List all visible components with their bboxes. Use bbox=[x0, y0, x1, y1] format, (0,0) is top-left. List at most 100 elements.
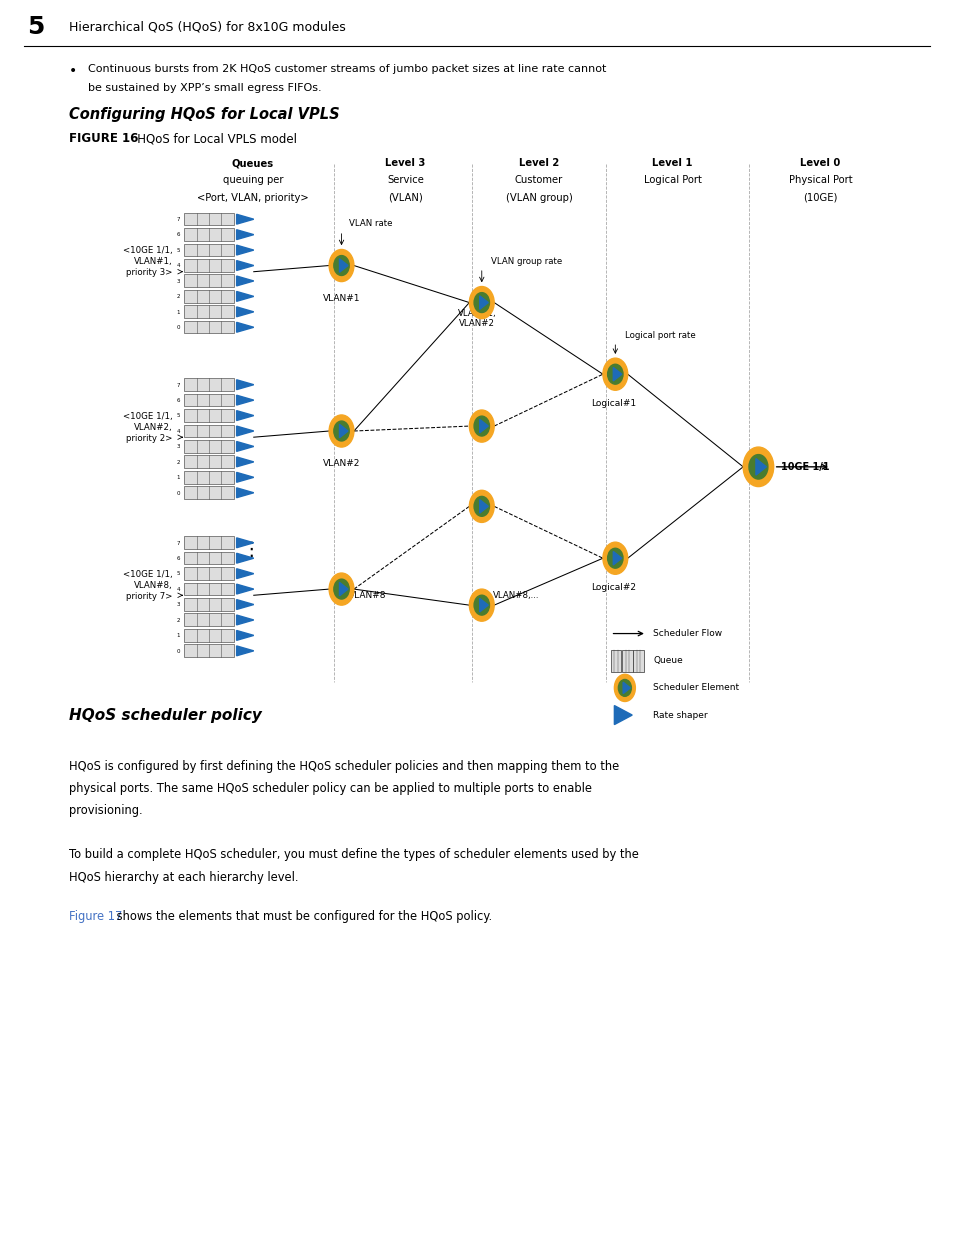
Bar bbox=[184, 394, 233, 406]
Text: 0: 0 bbox=[176, 490, 180, 495]
Text: 1: 1 bbox=[176, 310, 180, 315]
Polygon shape bbox=[236, 488, 253, 498]
Bar bbox=[184, 305, 233, 319]
Text: Logical#2: Logical#2 bbox=[590, 583, 636, 592]
Text: (VLAN): (VLAN) bbox=[388, 193, 422, 203]
Polygon shape bbox=[236, 322, 253, 332]
Polygon shape bbox=[236, 308, 253, 317]
Circle shape bbox=[329, 573, 354, 605]
Polygon shape bbox=[622, 682, 630, 694]
Text: •: • bbox=[69, 64, 77, 78]
Text: VLAN#1: VLAN#1 bbox=[322, 294, 360, 303]
Text: 2: 2 bbox=[176, 294, 180, 299]
Text: Scheduler Flow: Scheduler Flow bbox=[653, 629, 721, 638]
Bar bbox=[184, 456, 233, 468]
Polygon shape bbox=[613, 368, 621, 380]
Text: To build a complete HQoS scheduler, you must define the types of scheduler eleme: To build a complete HQoS scheduler, you … bbox=[69, 848, 638, 862]
Circle shape bbox=[334, 421, 349, 441]
Text: 3: 3 bbox=[176, 279, 180, 284]
Bar bbox=[184, 614, 233, 626]
Circle shape bbox=[334, 579, 349, 599]
Text: Level 2: Level 2 bbox=[518, 158, 558, 168]
Text: 6: 6 bbox=[176, 556, 180, 561]
Text: (VLAN group): (VLAN group) bbox=[505, 193, 572, 203]
Text: 4: 4 bbox=[176, 429, 180, 433]
Text: Level 1: Level 1 bbox=[652, 158, 692, 168]
Circle shape bbox=[742, 447, 773, 487]
Circle shape bbox=[607, 364, 622, 384]
Text: VLAN group rate: VLAN group rate bbox=[491, 257, 562, 266]
Bar bbox=[184, 645, 233, 657]
Polygon shape bbox=[236, 261, 253, 270]
Text: Configuring HQoS for Local VPLS: Configuring HQoS for Local VPLS bbox=[69, 107, 339, 122]
Polygon shape bbox=[236, 442, 253, 452]
Bar bbox=[621, 650, 632, 672]
Bar bbox=[184, 259, 233, 272]
Text: ⋮: ⋮ bbox=[241, 540, 260, 559]
Polygon shape bbox=[236, 457, 253, 467]
Text: 4: 4 bbox=[176, 587, 180, 592]
Polygon shape bbox=[339, 583, 348, 595]
Bar bbox=[184, 567, 233, 580]
Text: Logical Port: Logical Port bbox=[643, 175, 700, 185]
Circle shape bbox=[474, 293, 489, 312]
Bar bbox=[184, 274, 233, 288]
Polygon shape bbox=[236, 584, 253, 594]
Bar bbox=[184, 378, 233, 391]
Polygon shape bbox=[236, 473, 253, 483]
Text: 2: 2 bbox=[176, 618, 180, 622]
Bar bbox=[184, 440, 233, 453]
Text: <Port, VLAN, priority>: <Port, VLAN, priority> bbox=[196, 193, 309, 203]
Circle shape bbox=[614, 674, 635, 701]
Circle shape bbox=[607, 548, 622, 568]
Polygon shape bbox=[236, 599, 253, 610]
Circle shape bbox=[474, 595, 489, 615]
Circle shape bbox=[469, 490, 494, 522]
Polygon shape bbox=[339, 425, 348, 437]
Bar bbox=[184, 583, 233, 595]
Polygon shape bbox=[236, 615, 253, 625]
Polygon shape bbox=[236, 395, 253, 405]
Text: HQoS for Local VPLS model: HQoS for Local VPLS model bbox=[126, 132, 296, 146]
Bar bbox=[184, 598, 233, 611]
Polygon shape bbox=[236, 215, 253, 225]
Text: 2: 2 bbox=[176, 459, 180, 464]
Text: FIGURE 16: FIGURE 16 bbox=[69, 132, 138, 146]
Text: VLAN#8: VLAN#8 bbox=[349, 590, 386, 600]
Text: 3: 3 bbox=[176, 603, 180, 608]
Text: 6: 6 bbox=[176, 398, 180, 403]
Polygon shape bbox=[236, 538, 253, 548]
Bar bbox=[184, 321, 233, 333]
Text: Queue: Queue bbox=[653, 656, 682, 666]
Text: 1: 1 bbox=[176, 634, 180, 638]
Bar bbox=[184, 552, 233, 564]
Text: be sustained by XPP’s small egress FIFOs.: be sustained by XPP’s small egress FIFOs… bbox=[88, 83, 321, 93]
Polygon shape bbox=[236, 380, 253, 390]
Circle shape bbox=[469, 410, 494, 442]
Polygon shape bbox=[479, 599, 488, 611]
Bar bbox=[184, 212, 233, 226]
Polygon shape bbox=[614, 705, 632, 725]
Text: VLAN#8,...: VLAN#8,... bbox=[493, 592, 539, 600]
Text: queuing per: queuing per bbox=[222, 175, 283, 185]
Polygon shape bbox=[479, 296, 488, 309]
Text: Rate shaper: Rate shaper bbox=[653, 710, 707, 720]
Text: HQoS is configured by first defining the HQoS scheduler policies and then mappin: HQoS is configured by first defining the… bbox=[69, 760, 618, 773]
Text: VLAN#2: VLAN#2 bbox=[322, 459, 360, 468]
Text: HQoS scheduler policy: HQoS scheduler policy bbox=[69, 708, 261, 722]
Text: provisioning.: provisioning. bbox=[69, 804, 142, 818]
Bar bbox=[184, 290, 233, 303]
Polygon shape bbox=[236, 568, 253, 579]
Text: 0: 0 bbox=[176, 648, 180, 653]
Bar bbox=[184, 536, 233, 548]
Text: Logical#1: Logical#1 bbox=[590, 399, 636, 408]
Polygon shape bbox=[236, 646, 253, 656]
Text: 5: 5 bbox=[176, 414, 180, 419]
Text: 7: 7 bbox=[176, 217, 180, 222]
Bar bbox=[184, 629, 233, 642]
Polygon shape bbox=[479, 500, 488, 513]
Text: <10GE 1/1,
VLAN#8,
priority 7>: <10GE 1/1, VLAN#8, priority 7> bbox=[123, 569, 172, 601]
Text: 0: 0 bbox=[176, 325, 180, 330]
Text: 3: 3 bbox=[176, 445, 180, 450]
Bar bbox=[184, 425, 233, 437]
